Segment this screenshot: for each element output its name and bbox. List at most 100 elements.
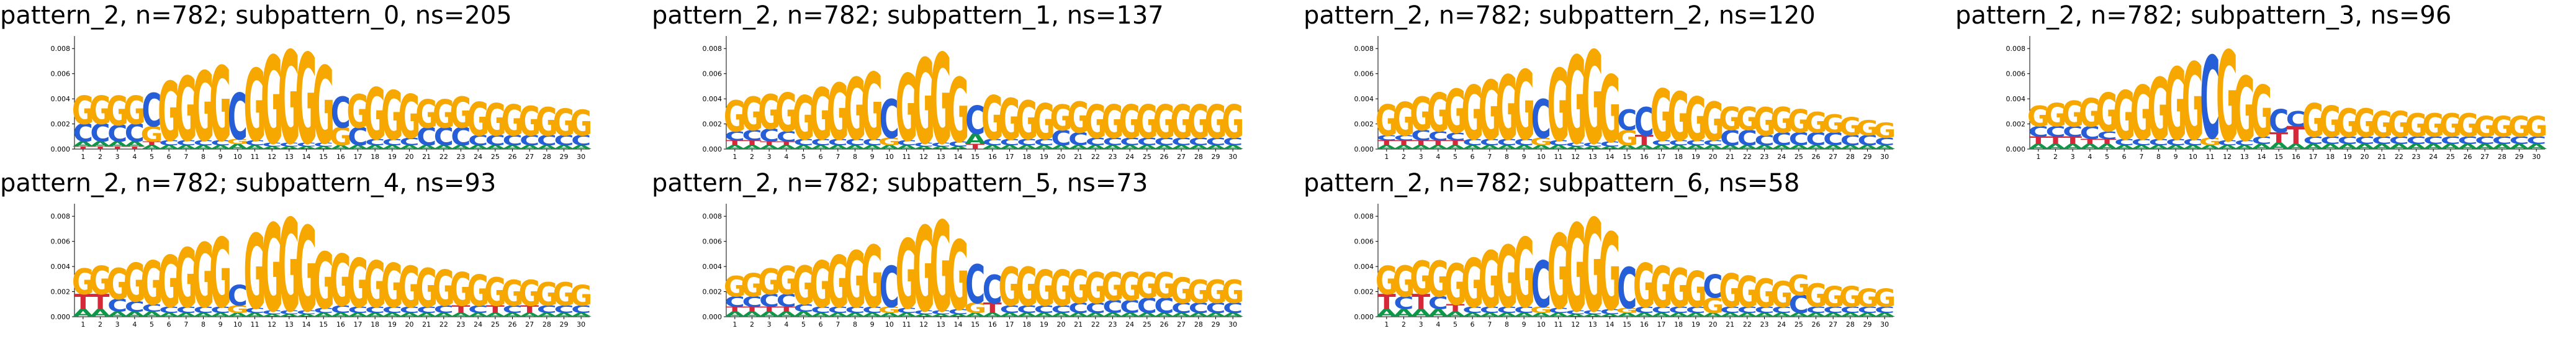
x-tick-label: 26 [1160, 153, 1169, 161]
x-tick-label: 24 [2429, 153, 2438, 161]
svg-text:C: C [1223, 301, 1243, 317]
logo-letter-G: G [1822, 281, 1844, 314]
svg-text:G: G [1496, 228, 1518, 327]
logo-letter-A: A [793, 310, 814, 319]
svg-text:C: C [1137, 294, 1157, 318]
logo-letter-T: T [1412, 138, 1430, 147]
logo-letter-A: A [107, 310, 128, 319]
svg-text:C: C [1411, 128, 1431, 144]
logo-letter-A: A [896, 312, 918, 318]
svg-text:A: A [1874, 144, 1896, 150]
svg-text:A: A [1068, 144, 1089, 150]
logo-letter-G: G [2148, 60, 2170, 159]
svg-text:C: C [571, 133, 591, 149]
x-tick-label: 8 [1505, 153, 1509, 161]
logo-letter-C: C [571, 133, 591, 149]
svg-text:C: C [983, 267, 1002, 312]
logo-letter-G: G [192, 52, 215, 163]
logo-letter-C: C [2148, 137, 2168, 148]
svg-text:C: C [1102, 135, 1122, 148]
logo-letter-G: G [209, 46, 232, 163]
svg-text:G: G [947, 59, 970, 162]
svg-text:T: T [1377, 290, 1396, 314]
logo-letter-G: G [570, 279, 592, 312]
svg-text:C: C [1720, 126, 1740, 150]
svg-text:G: G [775, 83, 798, 145]
logo-letter-C: C [811, 137, 831, 148]
svg-text:G: G [1547, 49, 1570, 163]
svg-text:A: A [158, 144, 180, 150]
logo-letter-G: G [844, 60, 867, 159]
logo-letter-C: C [399, 305, 419, 315]
logo-letter-G: G [793, 256, 815, 317]
logo-letter-C: C [2217, 138, 2237, 147]
logo-letter-A: A [879, 144, 901, 150]
svg-text:C: C [2509, 134, 2529, 147]
svg-text:T: T [726, 305, 744, 314]
svg-text:A: A [2354, 142, 2376, 151]
svg-text:A: A [245, 312, 266, 318]
x-tick-label: 15 [2274, 153, 2283, 161]
svg-text:G: G [1599, 57, 1621, 163]
logo-letter-G: G [1616, 306, 1638, 315]
logo-letter-A: A [1513, 144, 1535, 150]
logo-letter-G: G [2457, 108, 2479, 145]
logo-letter-A: A [279, 146, 300, 150]
x-tick-label: 24 [1777, 153, 1786, 161]
logo-letter-A: A [176, 144, 197, 150]
chart-title: pattern_2, n=782; subpattern_1, ns=137 [652, 1, 1164, 30]
svg-text:G: G [502, 273, 524, 314]
svg-text:A: A [1119, 312, 1141, 318]
svg-text:A: A [1788, 312, 1810, 318]
logo-letter-G: G [518, 98, 541, 145]
x-tick-label: 2 [1402, 320, 1406, 329]
logo-letter-T: T [2047, 134, 2065, 147]
logo-letter-C: C [1789, 290, 1809, 319]
svg-text:C: C [2320, 134, 2340, 147]
x-tick-label: 24 [474, 320, 482, 329]
logo-letter-G: G [536, 99, 558, 145]
x-tick-label: 14 [302, 320, 311, 329]
svg-text:T: T [760, 140, 779, 147]
y-tick-label: 0.006 [703, 70, 723, 78]
svg-text:G: G [861, 54, 883, 161]
svg-text:G: G [2216, 32, 2238, 163]
logo-letter-A: A [2474, 142, 2495, 151]
svg-text:G: G [175, 232, 197, 327]
logo-letter-A: A [313, 146, 335, 150]
logo-letter-C: C [965, 98, 985, 143]
svg-text:G: G [878, 305, 901, 315]
logo-letter-A: A [1822, 144, 1844, 150]
x-tick-label: 1 [81, 320, 85, 329]
x-tick-label: 22 [1743, 153, 1752, 161]
x-tick-label: 15 [319, 153, 328, 161]
svg-text:G: G [553, 277, 575, 314]
svg-text:G: G [1427, 83, 1449, 145]
svg-text:G: G [1754, 271, 1776, 316]
logo-letter-G: G [775, 83, 798, 145]
logo-letter-C: C [1154, 135, 1174, 148]
x-tick-label: 4 [132, 153, 137, 161]
logo-letter-A: A [2526, 142, 2547, 151]
y-tick-label: 0.002 [703, 288, 723, 296]
svg-text:C: C [2441, 134, 2461, 147]
svg-text:A: A [1016, 144, 1038, 150]
logo-letter-A: A [1188, 144, 1210, 150]
logo-letter-A: A [348, 144, 369, 150]
logo-letter-A: A [1857, 312, 1879, 318]
logo-letter-A: A [1634, 312, 1655, 318]
svg-text:C: C [1189, 301, 1209, 317]
svg-text:C: C [485, 133, 505, 149]
x-tick-label: 28 [1194, 153, 1203, 161]
svg-text:G: G [1461, 245, 1484, 323]
logo-letter-A: A [1102, 144, 1124, 150]
svg-text:C: C [2251, 134, 2271, 147]
svg-text:A: A [554, 144, 575, 150]
logo-letter-C: C [759, 125, 779, 146]
x-tick-label: 16 [2292, 153, 2300, 161]
y-tick-label: 0.006 [703, 238, 723, 246]
logo-letter-C: C [2063, 124, 2083, 140]
svg-text:C: C [434, 303, 454, 315]
x-tick-label: 27 [1829, 320, 1837, 329]
logo-letter-C: C [176, 305, 196, 315]
